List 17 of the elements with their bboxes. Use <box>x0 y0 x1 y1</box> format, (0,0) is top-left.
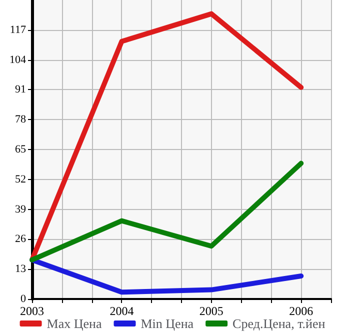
y-tick-label: 13 <box>15 263 26 276</box>
y-tick-label: 39 <box>15 203 26 216</box>
y-tick-label: 91 <box>15 84 26 96</box>
x-tick-label: 2005 <box>199 304 224 318</box>
y-tick-label: 26 <box>15 233 26 246</box>
y-tick-label: 0 <box>20 293 26 305</box>
y-tick-label: 117 <box>10 24 26 36</box>
x-tick-label: 2003 <box>20 304 44 318</box>
y-tick-label: 52 <box>15 173 26 186</box>
x-tick-label: 2004 <box>110 304 134 318</box>
legend-label: Сред.Цена, т.йен <box>232 316 326 331</box>
x-tick-label: 2006 <box>289 304 314 318</box>
legend-label: Min Цена <box>140 316 194 331</box>
y-tick-label: 78 <box>15 114 26 126</box>
legend-label: Max Цена <box>46 316 102 331</box>
y-tick-label: 65 <box>15 144 26 156</box>
y-tick-label: 104 <box>10 54 26 66</box>
